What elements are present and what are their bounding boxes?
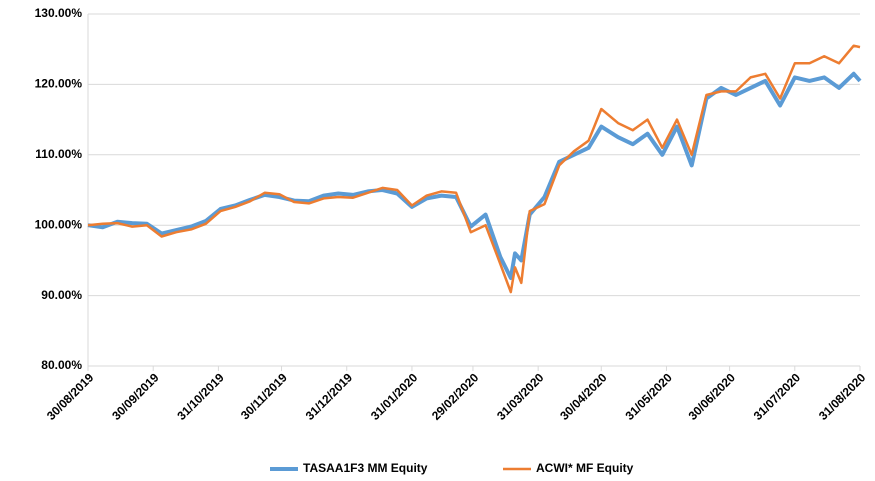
x-tick-label: 30/11/2019 bbox=[238, 370, 290, 422]
x-tick-label: 30/08/2019 bbox=[44, 370, 97, 423]
legend-label: ACWI* MF Equity bbox=[536, 461, 634, 475]
x-tick-label: 31/01/2020 bbox=[368, 370, 421, 423]
x-tick-label: 31/07/2020 bbox=[751, 370, 804, 423]
series-line bbox=[87, 44, 861, 294]
x-tick-label: 31/03/2020 bbox=[494, 370, 547, 423]
y-tick-label: 80.00% bbox=[41, 358, 82, 372]
legend-label: TASAA1F3 MM Equity bbox=[303, 461, 428, 475]
y-tick-label: 110.00% bbox=[35, 147, 82, 161]
x-tick-label: 30/04/2020 bbox=[557, 370, 610, 423]
series-line bbox=[87, 71, 862, 280]
y-tick-label: 90.00% bbox=[41, 288, 82, 302]
x-tick-label: 29/02/2020 bbox=[429, 370, 482, 423]
x-tick-label: 31/10/2019 bbox=[174, 370, 227, 423]
x-tick-label: 30/06/2020 bbox=[686, 370, 739, 423]
y-tick-label: 130.00% bbox=[35, 6, 83, 20]
y-tick-label: 100.00% bbox=[35, 217, 83, 231]
x-tick-label: 31/05/2020 bbox=[622, 370, 675, 423]
x-tick-label: 30/09/2019 bbox=[109, 370, 162, 423]
x-tick-label: 31/08/2020 bbox=[816, 370, 869, 423]
y-tick-label: 120.00% bbox=[35, 77, 83, 91]
x-tick-label: 31/12/2019 bbox=[303, 370, 356, 423]
